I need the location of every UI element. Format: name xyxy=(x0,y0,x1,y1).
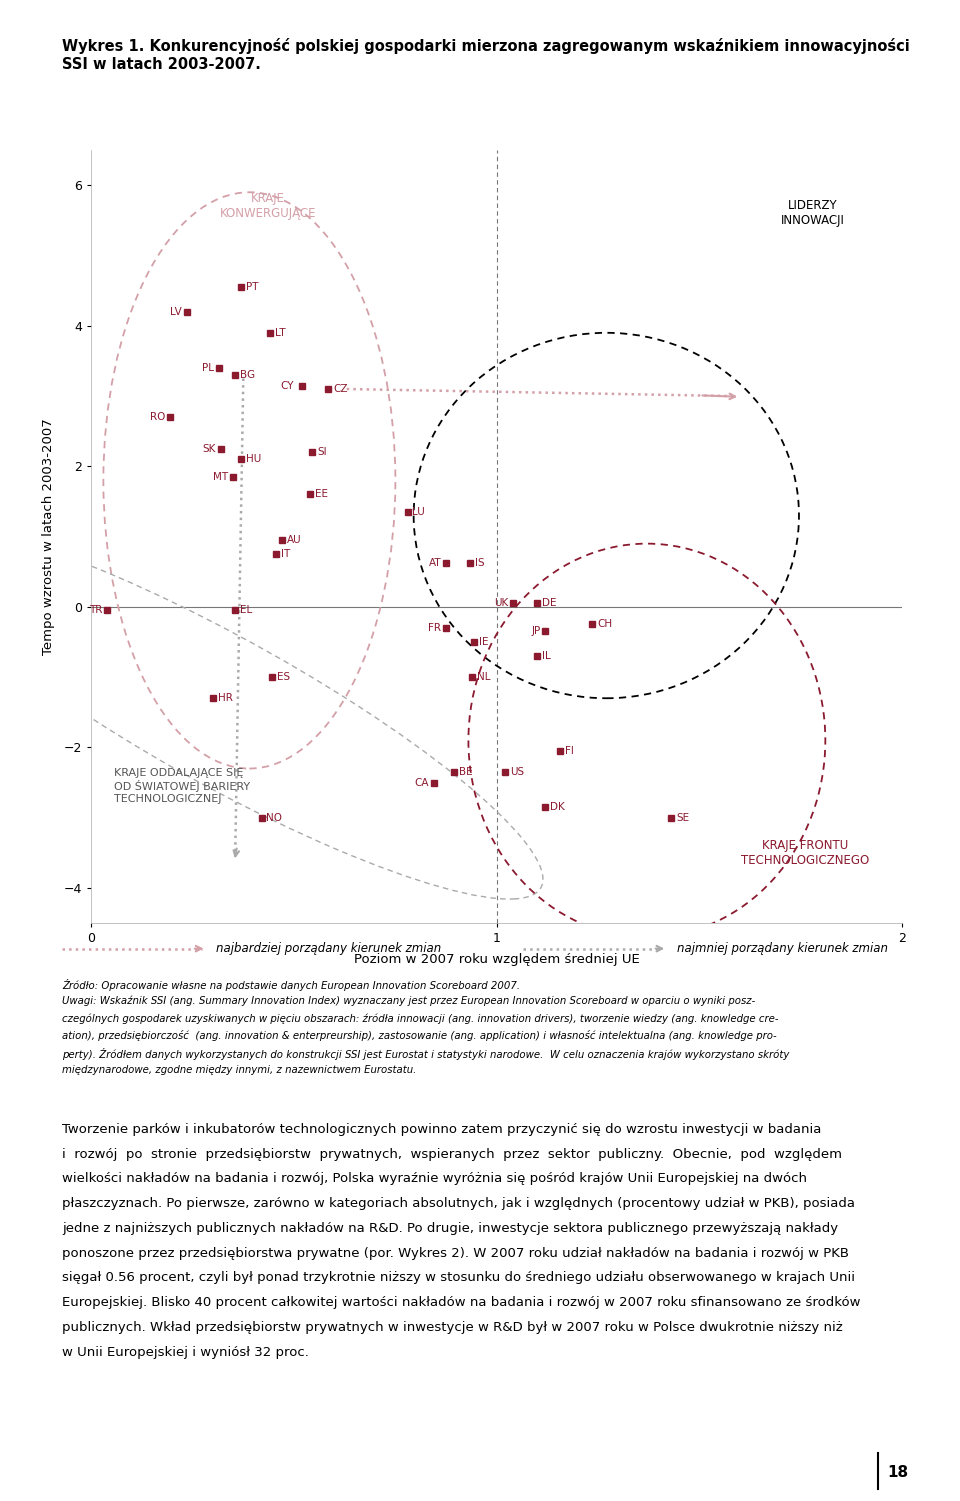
Text: CZ: CZ xyxy=(333,384,348,395)
Text: UK: UK xyxy=(493,599,508,608)
Text: płaszczyznach. Po pierwsze, zarówno w kategoriach absolutnych, jak i względnych : płaszczyznach. Po pierwsze, zarówno w ka… xyxy=(62,1198,855,1210)
Text: FR: FR xyxy=(428,623,442,633)
Y-axis label: Tempo wzrostu w latach 2003-2007: Tempo wzrostu w latach 2003-2007 xyxy=(42,419,56,654)
Text: CY: CY xyxy=(280,381,294,390)
Text: US: US xyxy=(510,767,524,778)
Text: SE: SE xyxy=(676,812,689,823)
Text: NL: NL xyxy=(477,672,491,681)
Text: IS: IS xyxy=(475,558,485,569)
Text: CH: CH xyxy=(597,620,612,629)
Text: Źródło: Opracowanie własne na podstawie danych European Innovation Scoreboard 20: Źródło: Opracowanie własne na podstawie … xyxy=(62,979,520,991)
Text: JP: JP xyxy=(531,626,540,636)
Text: AT: AT xyxy=(428,558,442,569)
Text: TR: TR xyxy=(89,605,103,615)
Text: IL: IL xyxy=(542,651,551,660)
Text: HU: HU xyxy=(246,455,261,464)
X-axis label: Poziom w 2007 roku względem średniej UE: Poziom w 2007 roku względem średniej UE xyxy=(354,953,639,967)
Text: LU: LU xyxy=(413,507,425,516)
Text: KRAJE ODDALAJĄCE SIĘ
OD ŚWIATOWEJ BARIERY
TECHNOLOGICZNEJ: KRAJE ODDALAJĄCE SIĘ OD ŚWIATOWEJ BARIER… xyxy=(113,769,250,805)
Text: RO: RO xyxy=(150,413,165,422)
Text: najmniej porządany kierunek zmian: najmniej porządany kierunek zmian xyxy=(677,943,888,955)
Text: IE: IE xyxy=(479,636,489,647)
Text: PL: PL xyxy=(203,363,214,372)
Text: ation), przedsiębiorczość  (ang. innovation & enterpreurship), zastosowanie (ang: ation), przedsiębiorczość (ang. innovati… xyxy=(62,1030,777,1042)
Text: KRAJE FRONTU
TECHNOLOGICZNEGO: KRAJE FRONTU TECHNOLOGICZNEGO xyxy=(741,839,869,868)
Text: publicznych. Wkład przedsiębiorstw prywatnych w inwestycje w R&D był w 2007 roku: publicznych. Wkład przedsiębiorstw prywa… xyxy=(62,1321,843,1334)
Text: jedne z najniższych publicznych nakładów na R&D. Po drugie, inwestycje sektora p: jedne z najniższych publicznych nakładów… xyxy=(62,1222,838,1235)
Text: międzynarodowe, zgodne między innymi, z nazewnictwem Eurostatu.: międzynarodowe, zgodne między innymi, z … xyxy=(62,1066,417,1075)
Text: 18: 18 xyxy=(887,1465,908,1480)
Text: DK: DK xyxy=(550,802,565,812)
Text: CA: CA xyxy=(415,778,429,788)
Text: czególnych gospodarek uzyskiwanych w pięciu obszarach: źródła innowacji (ang. in: czególnych gospodarek uzyskiwanych w pię… xyxy=(62,1013,779,1024)
Text: SK: SK xyxy=(203,444,216,453)
Text: perty). Źródłem danych wykorzystanych do konstrukcji SSI jest Eurostat i statyst: perty). Źródłem danych wykorzystanych do… xyxy=(62,1048,790,1060)
Text: Tworzenie parków i inkubatorów technologicznych powinno zatem przyczynić się do : Tworzenie parków i inkubatorów technolog… xyxy=(62,1123,822,1136)
Text: MT: MT xyxy=(213,471,228,482)
Text: PT: PT xyxy=(246,282,258,293)
Text: wielkości nakładów na badania i rozwój, Polska wyraźnie wyróżnia się pośród kraj: wielkości nakładów na badania i rozwój, … xyxy=(62,1172,807,1186)
Text: i  rozwój  po  stronie  przedsiębiorstw  prywatnych,  wspieranych  przez  sektor: i rozwój po stronie przedsiębiorstw pryw… xyxy=(62,1147,843,1160)
Text: DE: DE xyxy=(542,599,557,608)
Text: sięgał 0.56 procent, czyli był ponad trzykrotnie niższy w stosunku do średniego : sięgał 0.56 procent, czyli był ponad trz… xyxy=(62,1271,855,1285)
Text: w Unii Europejskiej i wyniósł 32 proc.: w Unii Europejskiej i wyniósł 32 proc. xyxy=(62,1346,309,1358)
Text: EE: EE xyxy=(315,489,328,500)
Text: SI: SI xyxy=(317,447,326,458)
Text: Wykres 1. Konkurencyjność polskiej gospodarki mierzona zagregowanym wskaźnikiem : Wykres 1. Konkurencyjność polskiej gospo… xyxy=(62,38,910,54)
Text: Europejskiej. Blisko 40 procent całkowitej wartości nakładów na badania i rozwój: Europejskiej. Blisko 40 procent całkowit… xyxy=(62,1295,861,1309)
Text: HR: HR xyxy=(218,693,232,704)
Text: BE: BE xyxy=(459,767,472,778)
Text: najbardziej porządany kierunek zmian: najbardziej porządany kierunek zmian xyxy=(216,943,442,955)
Text: KRAJE
KONWERGUJĄCE: KRAJE KONWERGUJĄCE xyxy=(220,192,316,221)
Text: AU: AU xyxy=(287,536,301,545)
Text: SSI w latach 2003-2007.: SSI w latach 2003-2007. xyxy=(62,57,261,72)
Text: BG: BG xyxy=(240,369,255,380)
Text: LV: LV xyxy=(170,306,181,317)
Text: EL: EL xyxy=(240,605,252,615)
Text: IT: IT xyxy=(280,549,290,560)
Text: Uwagi: Wskaźnik SSI (ang. Summary Innovation Index) wyznaczany jest przez Europe: Uwagi: Wskaźnik SSI (ang. Summary Innova… xyxy=(62,997,756,1006)
Text: ES: ES xyxy=(276,672,290,681)
Text: NO: NO xyxy=(267,812,282,823)
Text: LT: LT xyxy=(275,327,285,338)
Text: ponoszone przez przedsiębiorstwa prywatne (por. Wykres 2). W 2007 roku udział na: ponoszone przez przedsiębiorstwa prywatn… xyxy=(62,1246,850,1259)
Text: LIDERZY
INNOWACJI: LIDERZY INNOWACJI xyxy=(781,200,845,227)
Text: FI: FI xyxy=(564,746,573,757)
